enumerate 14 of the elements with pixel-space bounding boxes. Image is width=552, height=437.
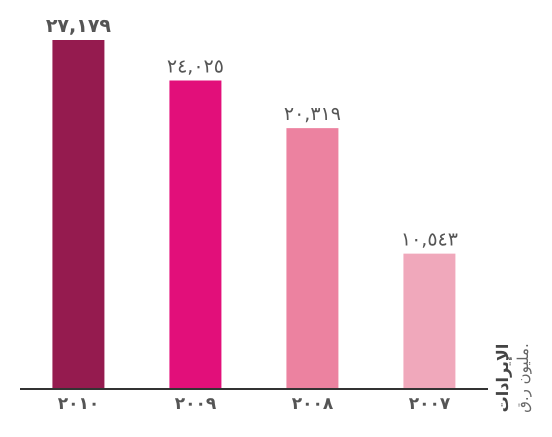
bar [52, 40, 104, 389]
data-label: ٢٠,٣١٩ [284, 103, 341, 126]
bar [169, 80, 222, 389]
data-label: ١٠,٥٤٣ [400, 228, 458, 251]
bar [286, 128, 338, 389]
x-tick-label: ٢٠١٠ [58, 394, 100, 414]
y-axis-title: الإيرادات [493, 344, 512, 412]
x-tick-label: ٢٠٠٧ [408, 394, 451, 414]
bar [403, 254, 456, 389]
data-label: ٢٧,١٧٩ [46, 15, 112, 37]
data-label: ٢٤,٠٢٥ [166, 56, 224, 78]
x-tick-label: ٢٠٠٨ [292, 394, 334, 414]
x-tick-label: ٢٠٠٩ [174, 394, 217, 414]
text: مليون ر.ق. [514, 343, 532, 413]
